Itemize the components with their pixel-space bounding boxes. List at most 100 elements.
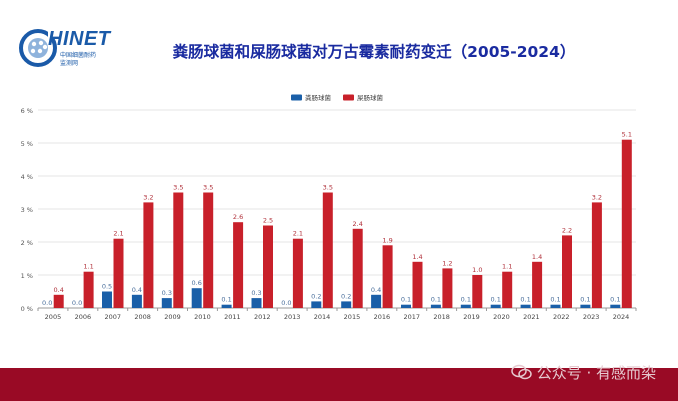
data-label: 0.0	[72, 299, 82, 307]
logo-subtitle: 中国细菌耐药	[60, 52, 97, 59]
bar	[502, 271, 513, 308]
data-label: 3.5	[203, 184, 213, 192]
x-tick-label: 2015	[344, 313, 361, 321]
footer-bar	[0, 368, 678, 401]
x-tick-label: 2009	[164, 313, 181, 321]
x-tick-label: 2023	[583, 313, 600, 321]
page-title: 粪肠球菌和屎肠球菌对万古霉素耐药变迁（2005-2024）	[172, 43, 576, 61]
bar	[221, 304, 232, 308]
x-tick-label: 2014	[314, 313, 331, 321]
bar	[550, 304, 561, 308]
bar	[610, 304, 621, 308]
data-label: 5.1	[622, 131, 632, 139]
bar	[382, 245, 393, 308]
data-label: 0.0	[42, 299, 52, 307]
data-label: 0.4	[54, 286, 64, 294]
bar	[460, 304, 471, 308]
data-label: 3.2	[143, 193, 153, 201]
data-label: 0.1	[461, 296, 471, 304]
data-label: 0.6	[192, 279, 202, 287]
y-tick-label: 3 %	[21, 206, 33, 214]
data-label: 1.0	[472, 266, 482, 274]
bar	[113, 238, 124, 308]
x-tick-label: 2018	[433, 313, 450, 321]
bar	[401, 304, 411, 308]
data-label: 3.2	[592, 193, 602, 201]
bar	[203, 192, 214, 308]
x-tick-label: 2022	[553, 313, 570, 321]
bar	[580, 304, 591, 308]
logo-globe-icon	[19, 29, 57, 67]
data-label: 0.1	[221, 296, 231, 304]
bar	[371, 294, 382, 308]
data-label: 3.5	[173, 184, 183, 192]
data-label: 0.1	[431, 296, 441, 304]
legend-swatch	[291, 94, 302, 101]
x-tick-label: 2010	[194, 313, 211, 321]
bar	[472, 275, 483, 308]
y-tick-label: 1 %	[21, 272, 33, 280]
logo-subtitle-2: 监测网	[60, 60, 79, 67]
legend-label: 屎肠球菌	[357, 93, 384, 102]
bar	[131, 294, 142, 308]
data-label: 2.2	[562, 226, 572, 234]
data-label: 0.1	[491, 296, 501, 304]
bar	[263, 225, 273, 308]
data-label: 3.5	[323, 184, 333, 192]
data-label: 0.4	[371, 286, 381, 294]
bar	[102, 291, 112, 308]
wechat-icon	[510, 364, 532, 380]
x-tick-label: 2012	[254, 313, 271, 321]
x-tick-label: 2005	[45, 313, 62, 321]
data-label: 0.2	[341, 292, 351, 300]
bar	[143, 202, 154, 308]
bar	[562, 235, 572, 308]
x-tick-label: 2013	[284, 313, 301, 321]
legend-swatch	[343, 94, 354, 101]
data-label: 1.1	[502, 263, 512, 271]
y-tick-label: 4 %	[21, 173, 33, 181]
data-label: 1.1	[83, 263, 93, 271]
data-label: 1.4	[412, 253, 422, 261]
bar	[83, 271, 94, 308]
legend-label: 粪肠球菌	[305, 93, 332, 102]
bar	[161, 298, 172, 308]
data-label: 2.1	[113, 230, 123, 238]
bar	[341, 301, 352, 308]
data-label: 0.5	[102, 283, 112, 291]
bar	[251, 298, 262, 308]
bar	[292, 238, 303, 308]
x-tick-label: 2016	[374, 313, 391, 321]
data-label: 0.0	[281, 299, 291, 307]
watermark: 公众号 · 有感而染	[510, 362, 656, 383]
bar	[520, 304, 531, 308]
data-label: 2.6	[233, 213, 243, 221]
x-tick-label: 2024	[613, 313, 630, 321]
bar	[412, 261, 423, 308]
bar	[173, 192, 184, 308]
bar	[621, 139, 632, 308]
bar	[352, 228, 363, 308]
data-label: 0.3	[162, 289, 172, 297]
data-label: 0.3	[251, 289, 261, 297]
data-label: 0.1	[610, 296, 620, 304]
x-tick-label: 2008	[134, 313, 151, 321]
bar	[53, 294, 64, 308]
data-label: 1.4	[532, 253, 542, 261]
bar	[191, 288, 202, 308]
data-label: 1.9	[382, 236, 392, 244]
watermark-text: 公众号 · 有感而染	[536, 364, 656, 382]
bar	[532, 261, 543, 308]
y-tick-label: 5 %	[21, 140, 33, 148]
bar	[430, 304, 441, 308]
x-tick-label: 2019	[463, 313, 480, 321]
bar	[442, 268, 453, 308]
y-tick-label: 0 %	[21, 305, 33, 313]
x-tick-label: 2007	[104, 313, 121, 321]
data-label: 2.4	[353, 220, 363, 228]
y-tick-label: 6 %	[21, 107, 33, 115]
data-label: 0.4	[132, 286, 142, 294]
data-label: 0.2	[311, 292, 321, 300]
data-label: 2.5	[263, 217, 273, 225]
x-tick-label: 2011	[224, 313, 241, 321]
